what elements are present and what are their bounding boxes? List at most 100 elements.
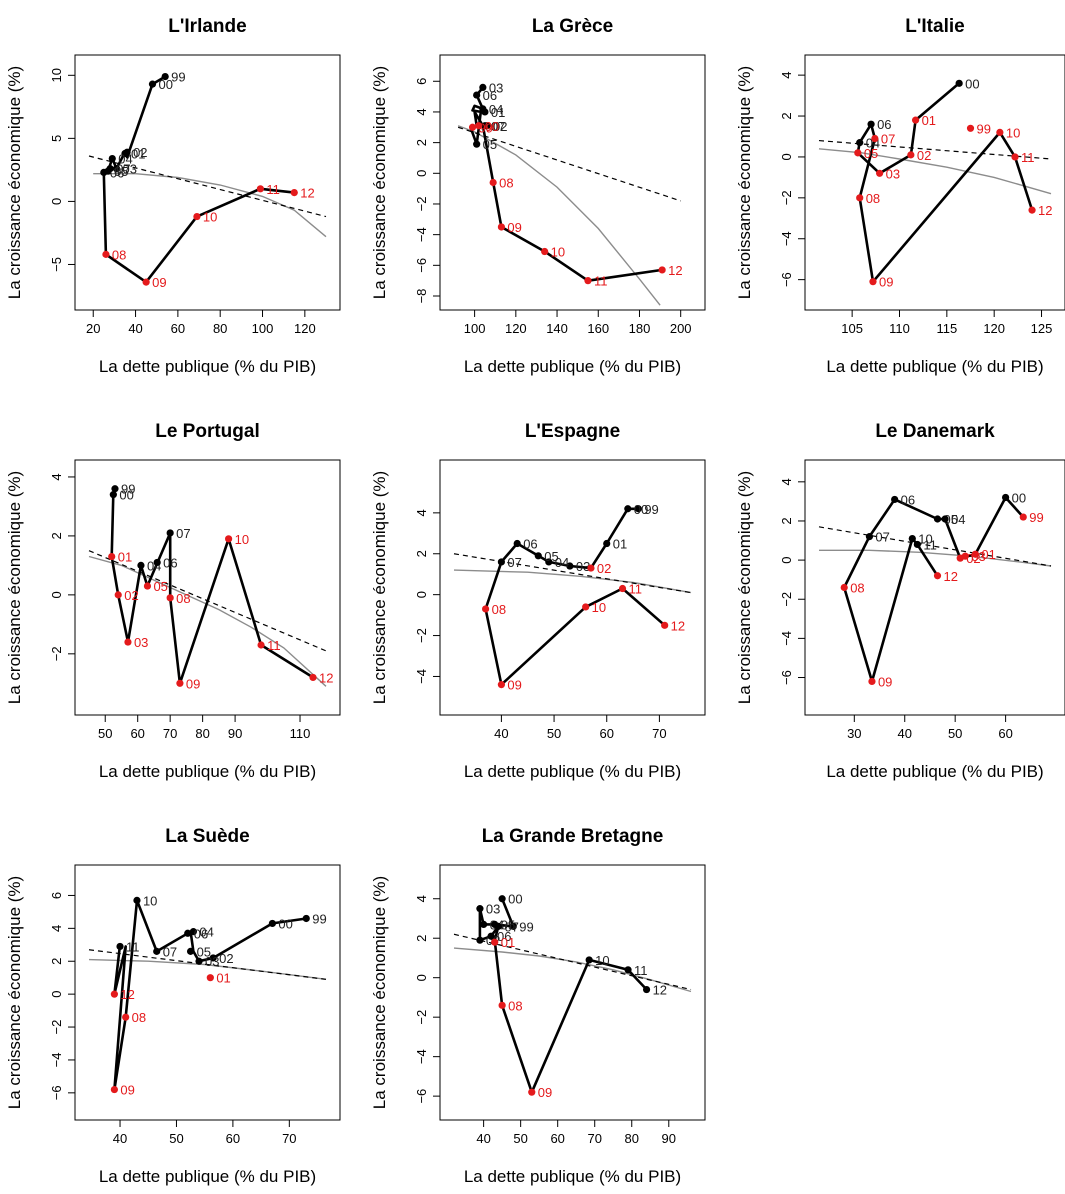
smooth-curve [88, 958, 327, 980]
point-label: 09 [878, 674, 892, 689]
x-tick-label: 30 [847, 726, 861, 741]
chart-title: La Grande Bretagne [482, 826, 664, 847]
point-label: 06 [483, 88, 497, 103]
data-point [891, 495, 899, 504]
x-tick-label: 70 [163, 726, 177, 741]
point-label: 05 [153, 579, 167, 594]
data-point [624, 505, 632, 513]
data-point [966, 124, 975, 132]
point-label: 04 [118, 152, 132, 167]
data-point [498, 895, 506, 903]
data-point [491, 938, 499, 946]
point-label: 11 [126, 939, 139, 954]
point-label: 08 [492, 602, 506, 617]
point-label: 10 [203, 210, 217, 225]
x-tick-label: 60 [171, 321, 185, 336]
data-point [509, 922, 517, 930]
data-point [498, 1001, 506, 1009]
x-tick-label: 140 [546, 321, 568, 336]
linear-fit-line [457, 126, 681, 202]
point-label: 01 [922, 113, 936, 128]
point-label: 07 [491, 119, 505, 134]
smooth-curve [88, 555, 327, 687]
y-tick-label: 2 [49, 532, 64, 539]
panel-6: La Suède La dette publique (% du PIB) La c… [5, 826, 341, 1186]
plot-frame [804, 54, 1065, 311]
point-label: 10 [1006, 125, 1020, 140]
data-point [1002, 493, 1010, 502]
data-point [961, 552, 969, 560]
data-point [1028, 206, 1036, 214]
point-label: 01 [131, 146, 145, 161]
chart-title: La Grèce [532, 16, 613, 37]
data-point [582, 603, 590, 611]
data-point [868, 677, 876, 686]
y-tick-label: 2 [779, 517, 794, 524]
x-axis-label: La dette publique (% du PIB) [464, 762, 681, 781]
data-point [479, 83, 487, 92]
y-axis-label: La croissance économique (%) [735, 471, 754, 704]
point-label: 00 [508, 892, 522, 907]
y-tick-label: 6 [414, 78, 429, 85]
data-point [148, 80, 157, 88]
data-point [143, 582, 152, 590]
data-point [1019, 513, 1027, 521]
data-point [123, 148, 131, 156]
panel-5: Le Danemark La dette publique (% du PIB) L… [735, 421, 1065, 781]
x-tick-label: 160 [587, 321, 609, 336]
x-tick-label: 80 [195, 726, 209, 741]
point-label: 03 [134, 635, 148, 650]
point-label: 06 [523, 537, 537, 552]
point-label: 02 [493, 119, 507, 134]
plot-frame [74, 864, 341, 1121]
plot-frame [439, 864, 706, 1121]
panel-3: Le Portugal La dette publique (% du PIB) L… [5, 421, 341, 781]
data-point [587, 564, 595, 572]
data-point [876, 169, 884, 177]
x-tick-label: 115 [936, 321, 957, 336]
data-point [933, 515, 942, 523]
trajectory-line [484, 507, 666, 686]
y-tick-label: 2 [49, 958, 64, 965]
point-label: 07 [504, 919, 518, 934]
y-tick-label: −2 [414, 1010, 429, 1025]
data-point [195, 957, 203, 965]
point-label: 00 [634, 502, 648, 517]
x-tick-label: 20 [86, 321, 100, 336]
point-label: 05 [114, 164, 128, 179]
y-tick-label: 2 [414, 139, 429, 146]
point-label: 12 [671, 618, 685, 633]
y-tick-label: 0 [49, 991, 64, 998]
point-label: 06 [163, 555, 177, 570]
point-label: 07 [176, 526, 190, 541]
y-tick-label: 4 [414, 108, 429, 115]
point-label: 02 [219, 951, 233, 966]
data-point [854, 149, 862, 157]
x-tick-label: 50 [169, 1131, 183, 1146]
point-label: 12 [668, 263, 682, 278]
point-label: 00 [485, 119, 499, 134]
data-point [497, 558, 505, 566]
data-point [302, 914, 310, 923]
data-point [856, 194, 864, 202]
y-tick-label: −2 [779, 592, 794, 607]
point-label: 01 [501, 935, 515, 950]
data-point [257, 641, 265, 649]
y-tick-label: 6 [49, 892, 64, 899]
point-label: 99 [1029, 510, 1043, 525]
point-label: 11 [634, 963, 648, 978]
plot-frame [439, 54, 706, 311]
point-label: 06 [194, 926, 208, 941]
point-label: 08 [176, 591, 190, 606]
x-tick-label: 80 [625, 1131, 639, 1146]
point-label: 01 [613, 537, 627, 552]
x-tick-label: 80 [213, 321, 227, 336]
x-axis-label: La dette publique (% du PIB) [464, 1167, 681, 1186]
y-tick-label: 0 [49, 591, 64, 598]
trajectory-line [102, 75, 295, 284]
data-point [309, 673, 317, 682]
plot-frame [74, 459, 341, 716]
data-point [206, 974, 214, 982]
data-point [153, 947, 161, 955]
y-tick-label: −5 [49, 257, 64, 272]
